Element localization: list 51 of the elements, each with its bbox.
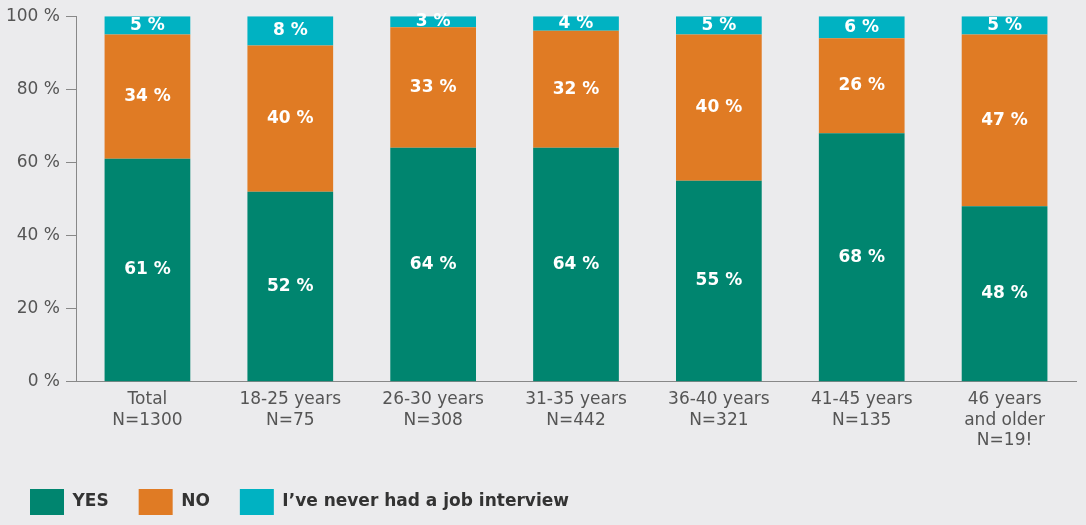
bar <box>247 45 334 192</box>
bar <box>818 38 905 134</box>
data-label: 48 % <box>981 282 1028 303</box>
x-tick-label: 46 years and older N=19! <box>964 388 1045 450</box>
legend-label: I’ve never had a job interview <box>282 490 570 511</box>
data-label: 6 % <box>844 15 880 36</box>
bar <box>961 34 1048 207</box>
data-label: 32 % <box>552 77 600 98</box>
x-tick-label: Total N=1300 <box>112 388 183 429</box>
data-label: 3 % <box>415 10 451 31</box>
data-label: 64 % <box>552 252 600 273</box>
bar <box>676 34 762 181</box>
bar <box>818 133 905 382</box>
data-label: 40 % <box>695 96 743 117</box>
bar <box>104 34 191 159</box>
bar <box>676 180 762 382</box>
bar <box>104 158 191 382</box>
data-label: 34 % <box>124 85 171 106</box>
y-tick-label: 0 % <box>27 370 60 391</box>
data-label: 5 % <box>701 13 737 34</box>
data-label: 52 % <box>266 274 314 295</box>
data-label: 61 % <box>124 258 171 279</box>
data-label: 68 % <box>838 245 886 266</box>
y-tick-label: 100 % <box>5 4 60 25</box>
x-tick-label: 26-30 years N=308 <box>382 388 485 429</box>
data-label: 4 % <box>558 11 594 32</box>
data-label: 33 % <box>409 75 457 96</box>
x-tick-label: 31-35 years N=442 <box>525 388 627 429</box>
data-label: 5 % <box>130 13 165 34</box>
data-label: 40 % <box>266 106 314 127</box>
x-tick-label: 36-40 years N=321 <box>668 388 770 429</box>
bar <box>533 30 619 148</box>
data-label: 47 % <box>981 108 1028 129</box>
y-tick-label: 40 % <box>16 223 60 244</box>
legend-label: NO <box>181 490 210 511</box>
legend-label: YES <box>71 490 109 511</box>
x-tick-label: 41-45 years N=135 <box>810 388 913 429</box>
x-tick-label: 18-25 years N=75 <box>239 388 342 429</box>
data-label: 26 % <box>838 74 886 95</box>
y-tick-label: 60 % <box>16 150 60 171</box>
bar <box>961 206 1048 382</box>
y-tick-label: 80 % <box>16 77 60 98</box>
data-label: 64 % <box>409 252 457 273</box>
y-tick-label: 20 % <box>16 297 60 318</box>
data-label: 55 % <box>695 269 743 290</box>
bar <box>390 27 476 148</box>
bar <box>533 147 619 382</box>
bar <box>390 147 476 382</box>
data-label: 5 % <box>987 13 1022 34</box>
data-label: 8 % <box>272 19 308 40</box>
bar <box>247 191 334 382</box>
